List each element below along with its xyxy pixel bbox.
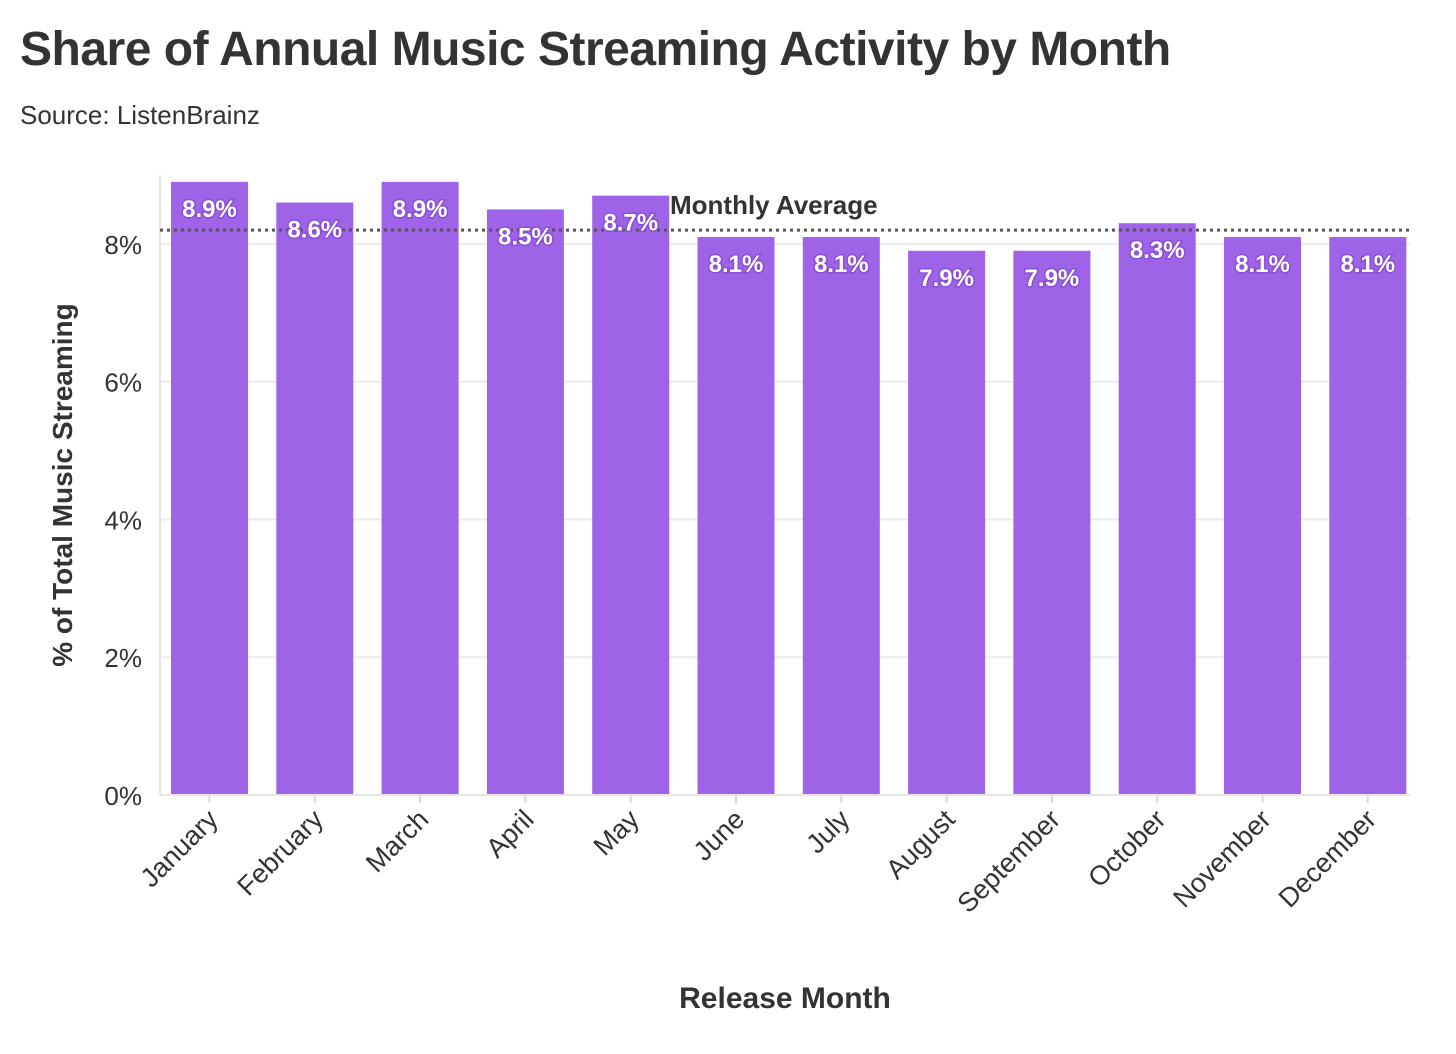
bar-value-label: 8.5% [498,223,553,250]
bar [486,209,564,795]
y-tick-label: 6% [104,368,142,398]
x-axis-title: Release Month [679,982,891,1015]
bar-value-label: 8.1% [709,251,764,278]
bar [171,181,248,795]
bars-layer [171,181,1407,796]
x-tick-label: July [800,804,856,860]
chart-title: Share of Annual Music Streaming Activity… [20,23,1171,76]
x-tick-label: February [231,804,329,902]
bar-value-label: 7.9% [919,265,974,292]
bar [381,181,459,795]
bar-value-label: 8.9% [393,196,448,223]
x-tick-label: August [880,804,961,885]
y-tick-label: 2% [104,643,142,673]
bar-value-label: 8.9% [182,196,237,223]
x-tick-label: May [588,804,646,862]
bar-value-label: 7.9% [1025,265,1080,292]
x-tick-label: September [952,804,1067,919]
x-tick-label: December [1273,804,1382,913]
bar [908,250,986,795]
y-tick-label: 0% [104,781,142,811]
bar [1013,250,1091,795]
monthly-average-label: Monthly Average [670,190,878,220]
x-tick-label: June [688,804,751,867]
bar [1224,237,1301,795]
x-tick-label: November [1167,804,1276,913]
data-labels-layer: 8.9% 8.6% 8.9% 8.5% 8.7% 8.1% 8.1% 7.9% 7.9% 8.3%… [181,194,1397,293]
x-tick-label: January [135,804,224,893]
y-tick-label: 4% [104,505,142,535]
bar [592,195,670,795]
bar [276,202,354,796]
bar [1329,237,1407,795]
chart-subtitle: Source: ListenBrainz [20,100,260,130]
bar-value-label: 8.3% [1130,237,1185,264]
y-axis-title: % of Total Music Streaming [47,303,78,667]
y-tick-label: 8% [104,230,142,260]
x-tick-label: March [360,804,434,878]
bar-value-label: 8.1% [1235,251,1290,278]
bar [697,237,775,795]
bar-value-label: 8.1% [814,251,869,278]
reference-layer: Monthly Average [160,189,1410,232]
x-tick-label: April [480,804,539,863]
x-tick-label: October [1082,804,1171,893]
bar [1118,223,1196,795]
bar-value-label: 8.1% [1340,251,1395,278]
bar [802,237,880,795]
bar-value-label: 8.6% [287,217,342,244]
bar-value-label: 8.7% [603,210,658,237]
